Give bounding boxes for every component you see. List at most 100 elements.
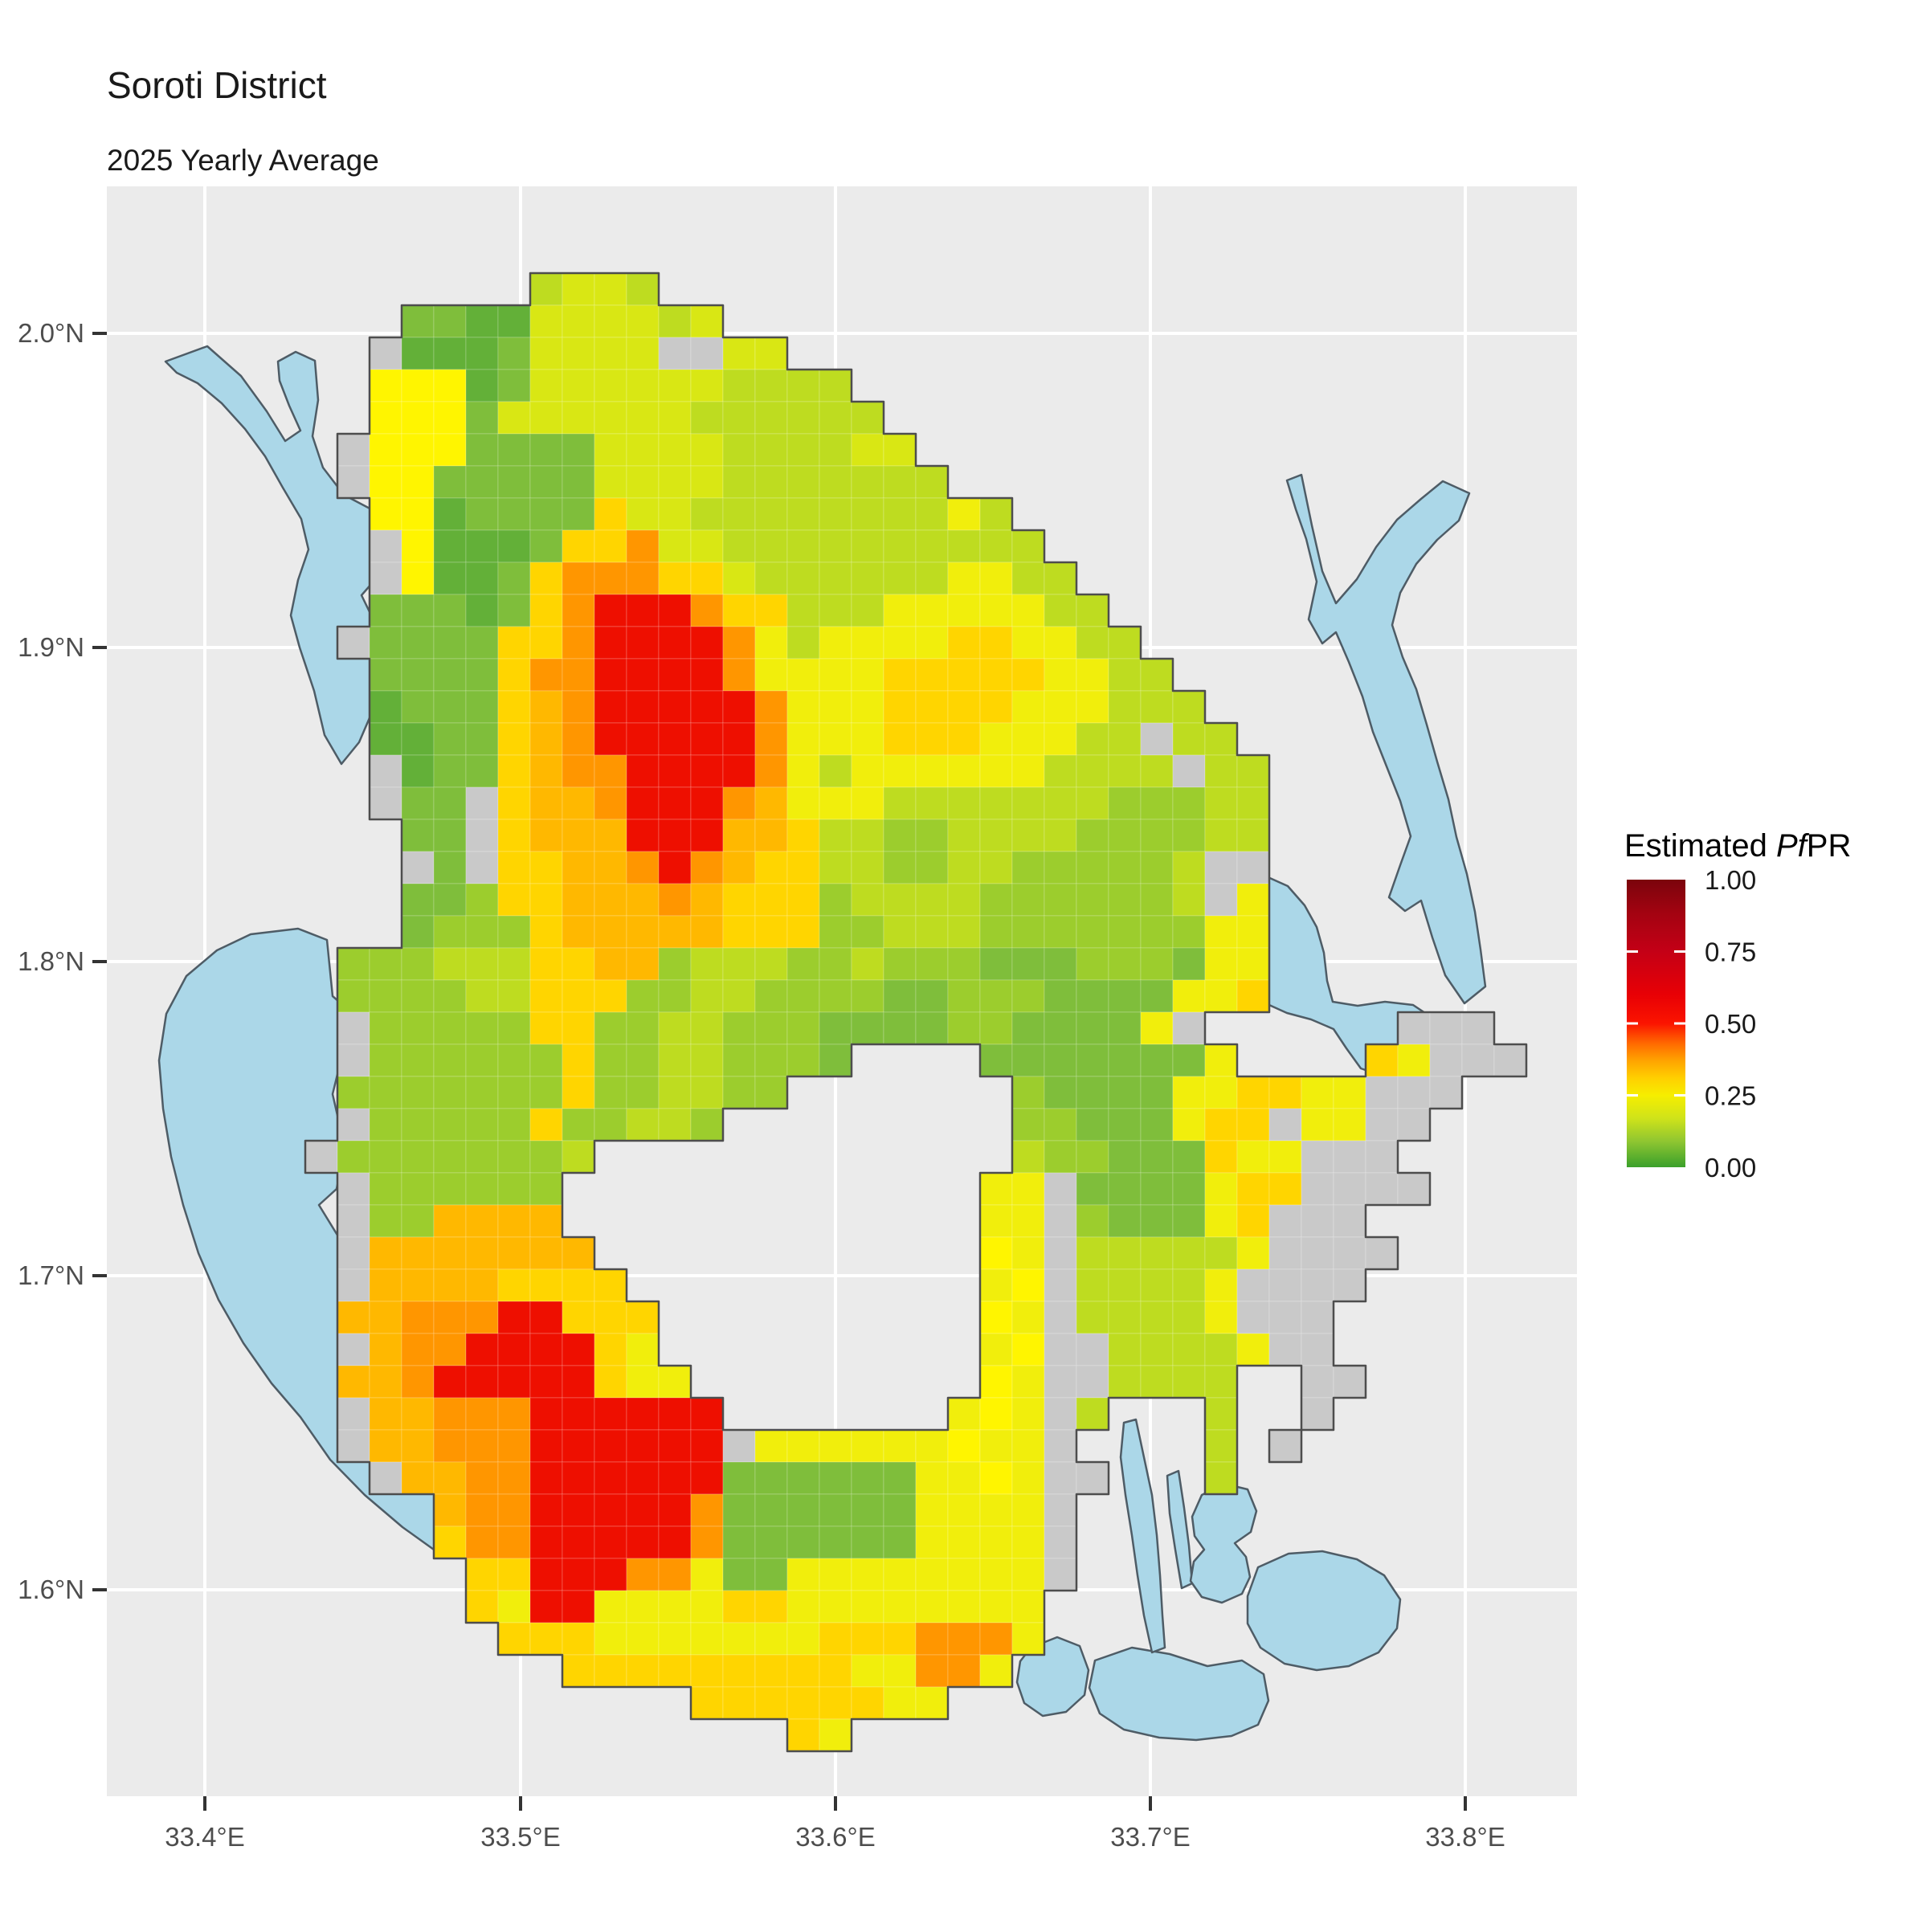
y-tick-label: 1.9°N <box>18 632 84 662</box>
raster-cell <box>594 786 627 820</box>
raster-cell <box>497 1461 531 1495</box>
raster-cell <box>465 1333 499 1366</box>
raster-cell <box>658 369 692 402</box>
raster-cell <box>1236 883 1270 917</box>
raster-cell <box>1076 883 1109 917</box>
raster-cell <box>819 1686 852 1720</box>
raster-cell <box>562 1076 595 1109</box>
raster-cell <box>851 1526 884 1559</box>
raster-cell <box>401 465 435 499</box>
raster-cell <box>497 337 531 370</box>
raster-cell <box>819 915 852 949</box>
raster-cell <box>1140 1333 1174 1366</box>
raster-cell <box>562 1397 595 1431</box>
raster-cell <box>433 883 467 917</box>
raster-cell <box>337 1333 370 1366</box>
raster-cell <box>401 947 435 981</box>
raster-cell <box>915 465 949 499</box>
raster-cell <box>754 1558 788 1591</box>
raster-cell <box>529 562 563 595</box>
raster-cell <box>1397 1076 1431 1109</box>
raster-cell <box>465 1365 499 1399</box>
raster-cell <box>1140 851 1174 884</box>
raster-cell <box>979 1268 1013 1302</box>
raster-cell <box>433 1397 467 1431</box>
raster-cell <box>497 1011 531 1045</box>
raster-cell <box>883 722 917 756</box>
raster-cell <box>658 819 692 852</box>
raster-cell <box>1236 979 1270 1013</box>
raster-cell <box>915 1654 949 1688</box>
raster-cell <box>626 754 660 788</box>
raster-cell <box>433 690 467 724</box>
raster-cell <box>915 1686 949 1720</box>
raster-cell <box>1268 1333 1302 1366</box>
raster-cell <box>626 851 660 884</box>
raster-cell <box>1044 1076 1077 1109</box>
raster-cell <box>497 1204 531 1238</box>
raster-cell <box>786 979 820 1013</box>
raster-cell <box>433 1011 467 1045</box>
raster-cell <box>1301 1140 1334 1174</box>
raster-cell <box>594 465 627 499</box>
raster-cell <box>786 690 820 724</box>
raster-cell <box>1140 786 1174 820</box>
raster-cell <box>1044 1172 1077 1206</box>
raster-cell <box>1044 1365 1077 1399</box>
raster-cell <box>754 433 788 467</box>
raster-cell <box>465 369 499 402</box>
raster-cell <box>947 1493 981 1527</box>
raster-cell <box>754 529 788 563</box>
raster-cell <box>1076 1140 1109 1174</box>
raster-cell <box>497 690 531 724</box>
raster-cell <box>401 1429 435 1463</box>
raster-cell <box>337 465 370 499</box>
raster-cell <box>529 1333 563 1366</box>
raster-cell <box>337 1204 370 1238</box>
raster-cell <box>529 337 563 370</box>
raster-cell <box>626 722 660 756</box>
raster-cell <box>979 1204 1013 1238</box>
raster-cell <box>722 1011 756 1045</box>
raster-cell <box>369 786 402 820</box>
raster-cell <box>401 1333 435 1366</box>
raster-cell <box>1204 819 1238 852</box>
raster-cell <box>851 722 884 756</box>
raster-cell <box>947 722 981 756</box>
raster-cell <box>979 1622 1013 1656</box>
raster-cell <box>722 947 756 981</box>
raster-cell <box>883 562 917 595</box>
raster-cell <box>401 1108 435 1142</box>
raster-cell <box>690 947 724 981</box>
raster-cell <box>594 369 627 402</box>
raster-cell <box>658 465 692 499</box>
raster-cell <box>626 1429 660 1463</box>
raster-cell <box>594 1044 627 1077</box>
raster-cell <box>658 1526 692 1559</box>
raster-cell <box>1108 979 1142 1013</box>
raster-cell <box>754 754 788 788</box>
raster-cell <box>497 1076 531 1109</box>
raster-cell <box>979 1011 1013 1045</box>
raster-cell <box>754 851 788 884</box>
raster-cell <box>658 1365 692 1399</box>
raster-cell <box>497 1044 531 1077</box>
raster-cell <box>626 272 660 306</box>
raster-cell <box>658 1654 692 1688</box>
raster-cell <box>465 1044 499 1077</box>
raster-cell <box>594 1011 627 1045</box>
raster-cell <box>1140 690 1174 724</box>
raster-cell <box>433 915 467 949</box>
raster-cell <box>915 690 949 724</box>
raster-cell <box>337 1429 370 1463</box>
raster-cell <box>658 1461 692 1495</box>
raster-cell <box>851 786 884 820</box>
raster-cell <box>915 979 949 1013</box>
raster-cell <box>594 1622 627 1656</box>
raster-cell <box>433 1333 467 1366</box>
raster-cell <box>626 1461 660 1495</box>
raster-cell <box>947 562 981 595</box>
raster-cell <box>658 690 692 724</box>
raster-cell <box>947 529 981 563</box>
raster-cell <box>433 337 467 370</box>
